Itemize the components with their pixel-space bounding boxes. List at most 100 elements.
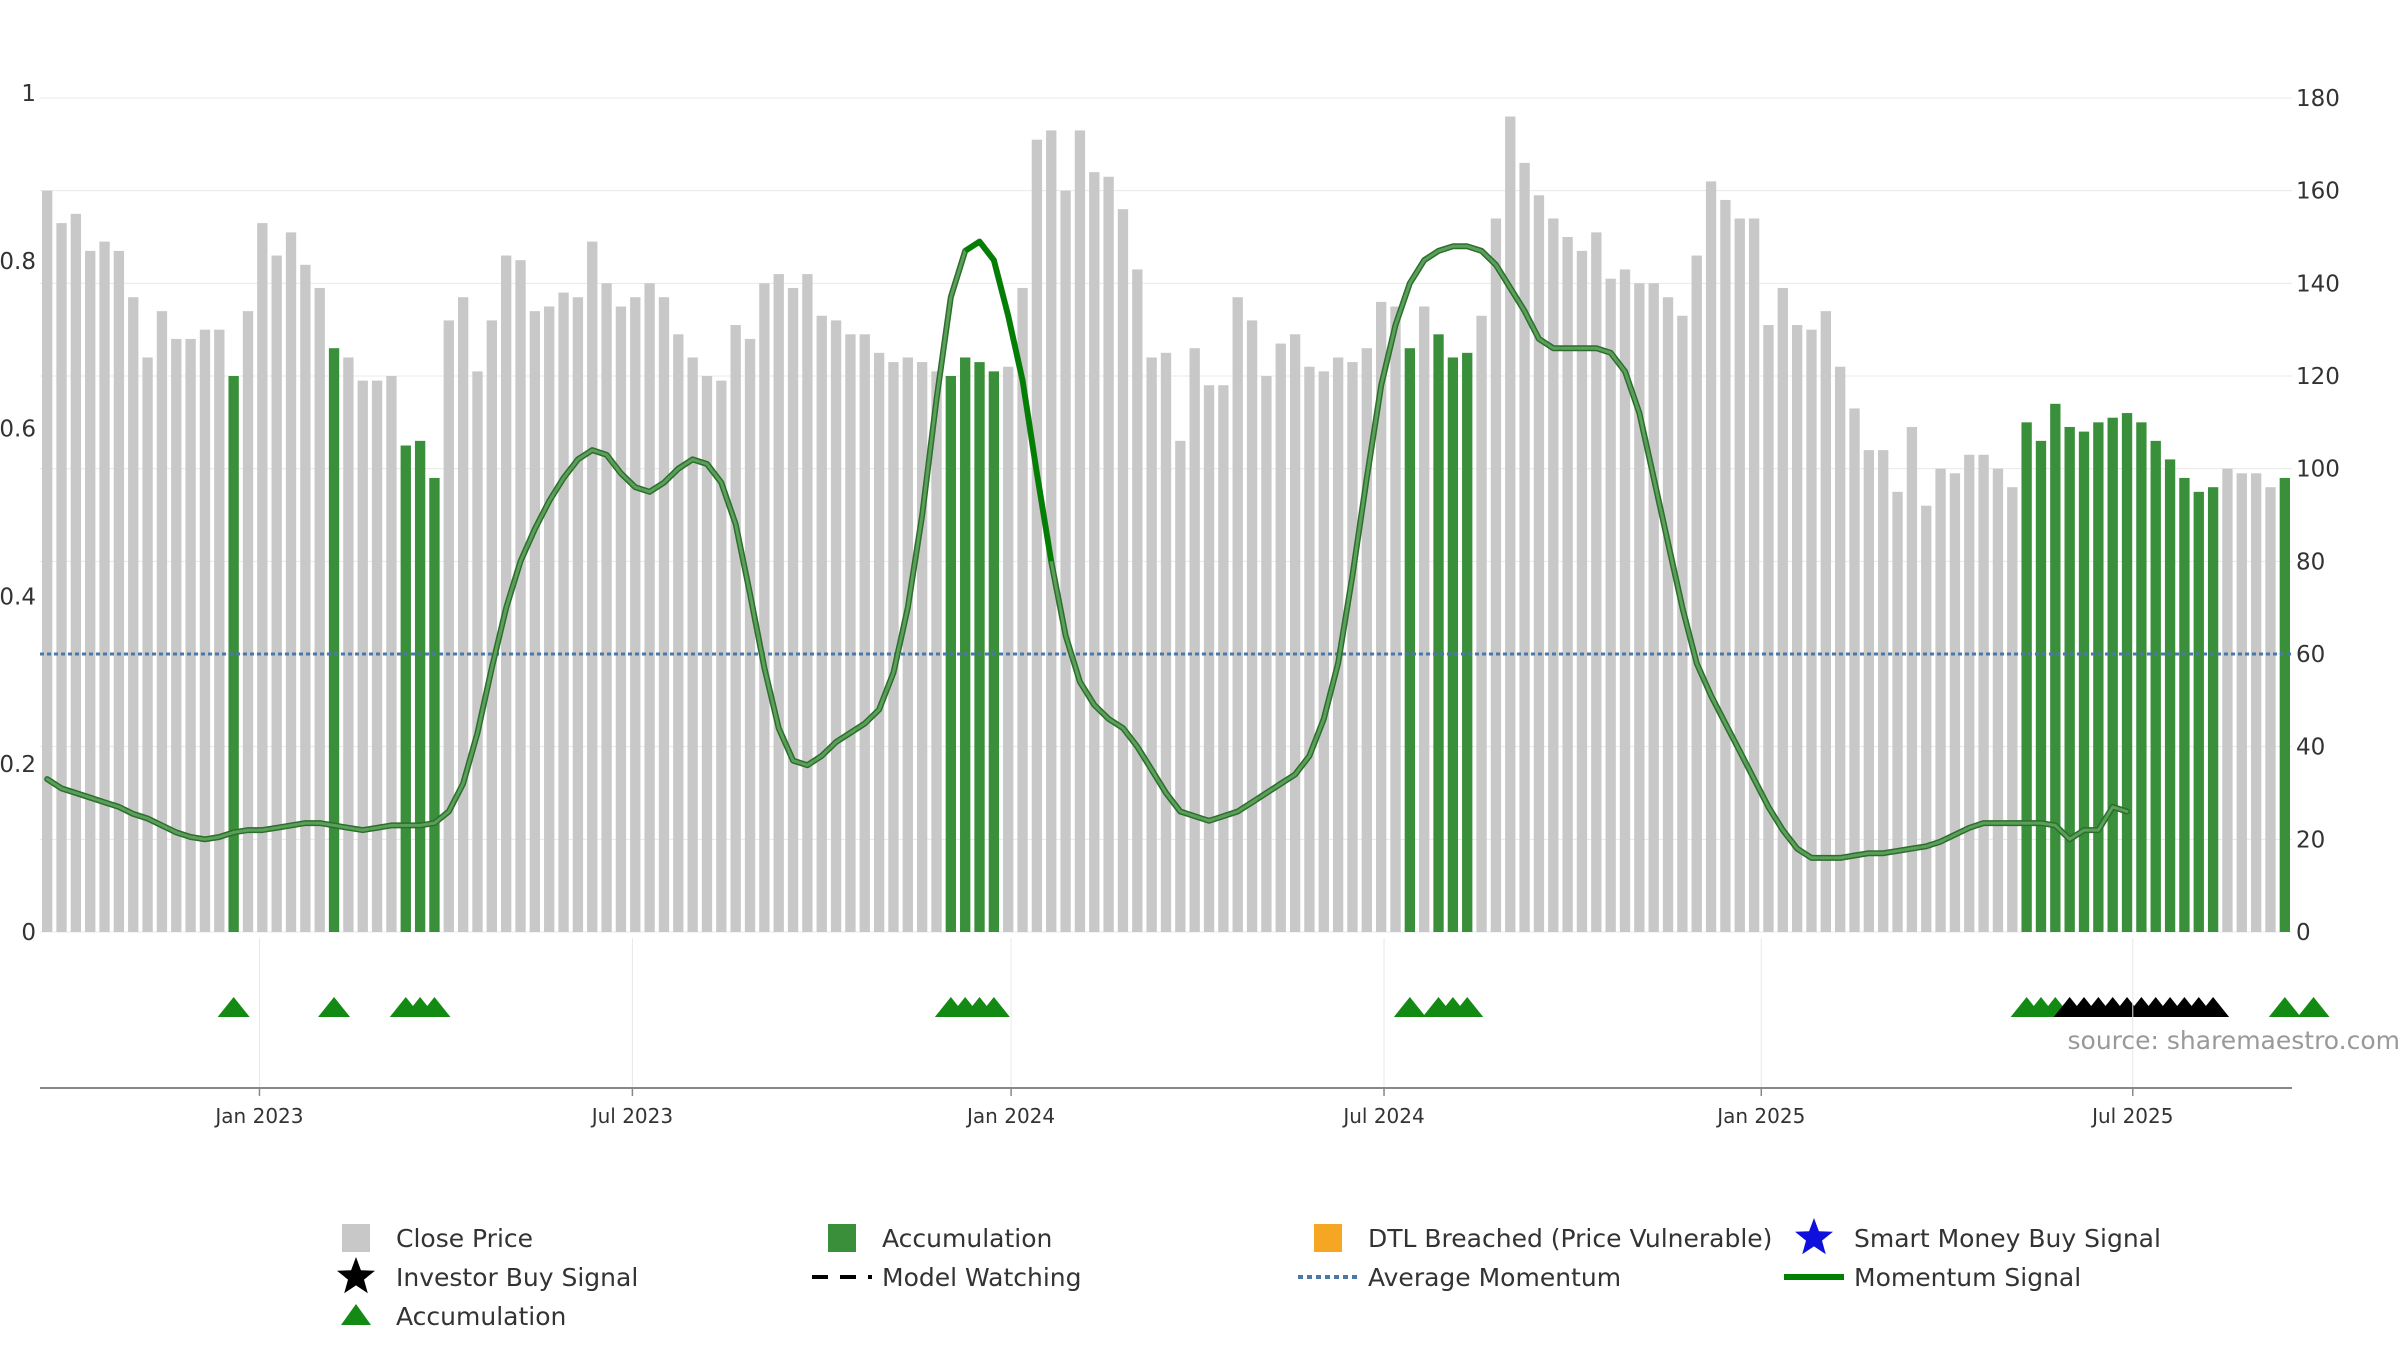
accumulation-bar: [2121, 413, 2133, 933]
close-price-bar: [42, 190, 53, 932]
close-price-bar: [56, 223, 67, 933]
legend-label: Accumulation: [882, 1224, 1052, 1253]
close-price-bar: [1921, 505, 1932, 932]
close-price-bar: [128, 297, 139, 932]
momentum-signal-series: [44, 238, 2130, 861]
close-price-bar: [1175, 440, 1186, 932]
close-price-bar: [285, 232, 297, 932]
close-price-bar: [501, 255, 512, 933]
accumulation-bar: [2136, 422, 2147, 932]
x-tick-label: Jul 2025: [2090, 1104, 2173, 1128]
close-price-bar: [314, 287, 325, 932]
close-price-bar: [1619, 269, 1631, 932]
close-price-bar: [1132, 269, 1143, 932]
close-price-bar: [1763, 325, 1774, 932]
close-price-bar: [99, 241, 110, 933]
close-price-bar: [845, 334, 856, 932]
legend-smart-money-star-icon: [1795, 1218, 1833, 1255]
close-price-bar: [1490, 218, 1502, 932]
close-price-bar: [1031, 139, 1043, 932]
close-price-bar: [1935, 468, 1946, 932]
right-axis-tick-label: 20: [2296, 827, 2325, 853]
close-price-bar: [1562, 237, 1573, 932]
close-price-bar: [199, 329, 211, 933]
close-price-bar: [1820, 311, 1831, 933]
accumulation-bar: [228, 376, 239, 932]
left-axis-tick-label: 0.6: [0, 417, 36, 443]
close-price-bar: [472, 371, 483, 932]
close-price-bar: [515, 260, 526, 933]
left-axis-tick-label: 0: [21, 920, 36, 946]
close-price-bar: [1074, 130, 1086, 932]
right-axis-tick-label: 80: [2296, 549, 2325, 575]
close-price-bar: [1347, 362, 1358, 933]
close-price-bar: [1160, 352, 1172, 932]
close-price-bar: [1705, 181, 1717, 932]
close-price-bar: [888, 362, 899, 933]
right-axis-tick-label: 0: [2296, 920, 2311, 946]
legend-close-price-marker: [342, 1224, 370, 1252]
close-price-bar: [1189, 348, 1200, 932]
close-price-bar: [572, 297, 584, 932]
close-price-bar: [1748, 218, 1760, 932]
right-axis-tick-label: 140: [2296, 271, 2340, 297]
legend-dtl-breached-marker: [1314, 1224, 1342, 1252]
legend: Close Price Accumulation DTL Breached (Pri…: [337, 1218, 2161, 1331]
close-price-bar: [1117, 209, 1129, 932]
legend-investor-star-icon: [337, 1257, 375, 1294]
close-price-bar: [70, 213, 82, 933]
close-price-bar: [1634, 283, 1645, 932]
close-price-bar: [2007, 487, 2018, 932]
accumulation-bar: [1404, 348, 1416, 932]
close-price-bar: [214, 329, 225, 933]
legend-label: Model Watching: [882, 1263, 1082, 1292]
close-price-bar: [1720, 199, 1731, 932]
close-price-bar: [529, 311, 541, 933]
close-price-bar: [1060, 190, 1071, 932]
momentum-line: [45, 240, 2129, 860]
close-price-bar: [1548, 218, 1559, 932]
close-price-bar: [156, 311, 168, 933]
close-price-bar: [1533, 195, 1545, 933]
close-price-bar: [1017, 287, 1028, 932]
close-price-bar: [1863, 450, 1875, 932]
close-price-bar: [716, 380, 727, 933]
close-price-bar: [1576, 250, 1588, 932]
accumulation-bar: [2093, 422, 2104, 932]
close-price-bar: [2222, 468, 2233, 932]
close-price-bar: [371, 380, 383, 933]
close-price-bar: [1648, 283, 1659, 932]
close-price-bar: [1978, 454, 1989, 932]
accumulation-bar: [2150, 440, 2161, 932]
close-price-bar: [1046, 130, 1057, 932]
close-price-bar: [2250, 473, 2262, 932]
x-tick-label: Jul 2024: [1341, 1104, 1424, 1128]
accumulation-bar: [974, 362, 985, 933]
close-price-bar: [1146, 357, 1157, 932]
close-price-bar: [615, 306, 627, 932]
close-price-bar: [1419, 306, 1430, 932]
close-price-bar: [916, 362, 928, 933]
accumulation-bar: [414, 440, 426, 932]
x-tick-label: Jan 2024: [965, 1104, 1055, 1128]
close-price-bar: [1218, 385, 1229, 932]
close-price-bar: [658, 297, 670, 932]
accumulation-triangle: [977, 997, 1010, 1017]
close-price-bar: [1275, 343, 1286, 933]
close-price-bar: [1662, 297, 1674, 932]
close-price-bar: [1361, 348, 1372, 932]
accumulation-bar: [429, 477, 440, 932]
legend-label: Close Price: [396, 1224, 533, 1253]
close-price-bar: [759, 283, 770, 932]
left-axis-tick-label: 0.8: [0, 249, 36, 275]
accumulation-bar: [2078, 431, 2090, 932]
close-price-bar: [1103, 176, 1114, 932]
close-price-bar: [1304, 366, 1315, 932]
close-price-bar: [271, 255, 282, 933]
close-price-bar: [1505, 116, 1516, 933]
close-price-bar: [1375, 301, 1387, 932]
bar-series: [42, 116, 2290, 933]
close-price-bar: [587, 241, 598, 933]
close-price-bar: [1791, 325, 1803, 932]
close-price-bar: [1677, 315, 1688, 932]
